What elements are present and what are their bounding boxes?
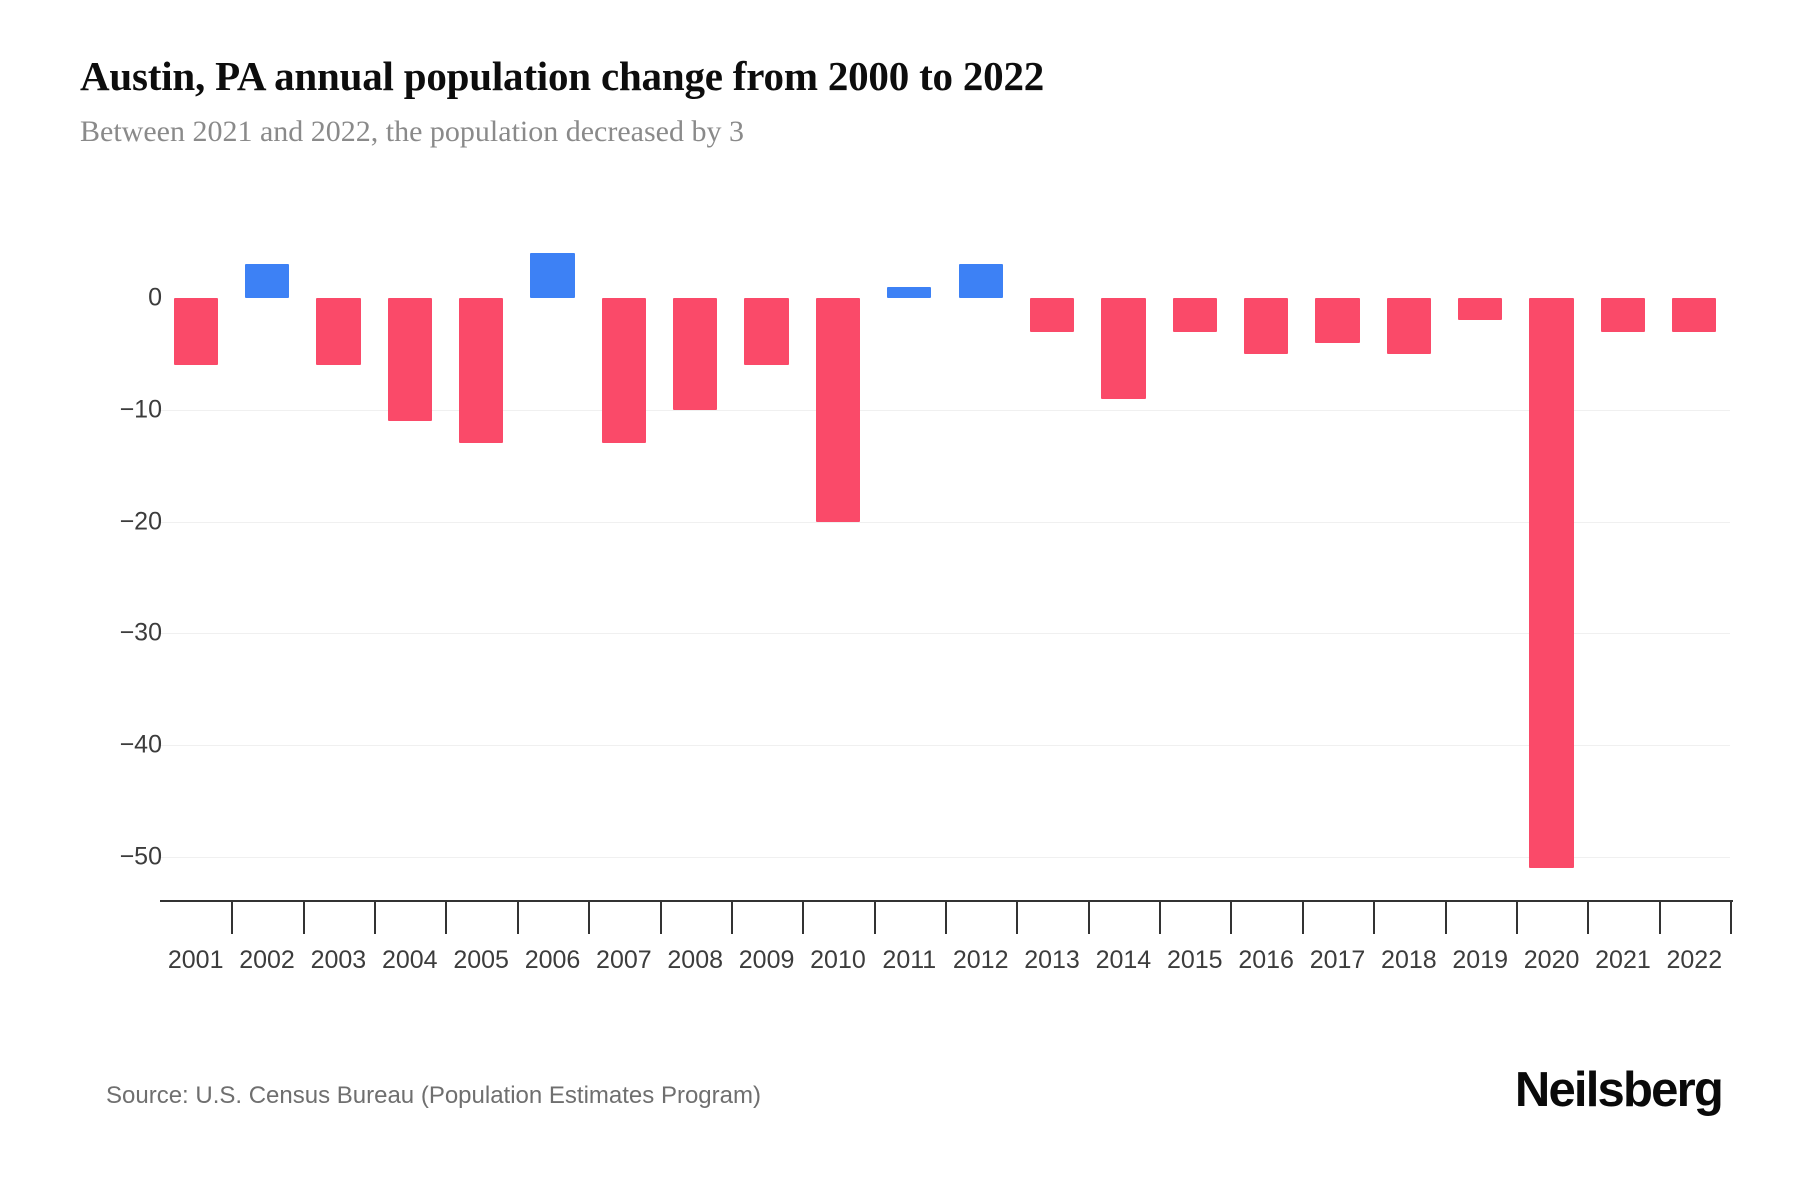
- bar-2015[interactable]: [1172, 298, 1217, 332]
- x-axis-tick-label-2003: 2003: [310, 946, 367, 974]
- x-axis-tick: [659, 900, 662, 934]
- source-note: Source: U.S. Census Bureau (Population E…: [106, 1082, 761, 1109]
- x-axis-tick-label-2009: 2009: [738, 946, 795, 974]
- x-axis-tick-label-2013: 2013: [1024, 946, 1080, 974]
- bar-2017[interactable]: [1315, 298, 1360, 343]
- x-axis-tick-label-2017: 2017: [1309, 946, 1366, 974]
- x-axis-tick: [516, 900, 519, 934]
- bar-2008[interactable]: [673, 298, 718, 410]
- y-axis-tick-label: −10: [119, 395, 162, 424]
- x-axis-tick-label-2019: 2019: [1452, 946, 1509, 974]
- x-axis-tick-label-2011: 2011: [882, 946, 937, 974]
- x-axis-tick: [730, 900, 733, 934]
- x-axis-tick: [1159, 900, 1162, 934]
- x-axis-tick-label-2001: 2001: [167, 946, 224, 974]
- bar-2005[interactable]: [459, 298, 504, 444]
- x-axis-tick-label-2002: 2002: [239, 946, 295, 974]
- bar-2010[interactable]: [815, 298, 861, 522]
- x-axis-tick: [802, 900, 805, 934]
- bar-2004[interactable]: [387, 298, 432, 421]
- y-axis-tick-label: −30: [119, 618, 162, 647]
- bar-2014[interactable]: [1101, 298, 1146, 399]
- page-title: Austin, PA annual population change from…: [80, 53, 1045, 99]
- grid-line: [160, 857, 1730, 858]
- x-axis-tick-label-2020: 2020: [1523, 946, 1580, 974]
- x-axis-tick-label-2004: 2004: [381, 946, 438, 974]
- chart-subtitle: Between 2021 and 2022, the population de…: [80, 115, 744, 148]
- x-axis-tick: [1515, 900, 1518, 934]
- x-axis-tick-label-2006: 2006: [524, 946, 581, 974]
- x-axis-tick-label-2018: 2018: [1381, 946, 1437, 974]
- x-axis-tick: [1230, 900, 1233, 934]
- y-axis-tick-label: −50: [119, 842, 162, 871]
- bar-2007[interactable]: [601, 298, 646, 444]
- bar-2001[interactable]: [173, 298, 218, 366]
- bar-2020[interactable]: [1529, 298, 1574, 869]
- bar-2003[interactable]: [316, 298, 361, 366]
- x-axis-tick-label-2008: 2008: [667, 946, 724, 974]
- x-axis-tick-label-2014: 2014: [1095, 946, 1152, 974]
- x-axis-tick-label-2016: 2016: [1238, 946, 1294, 974]
- x-axis-tick: [945, 900, 947, 934]
- grid-line: [160, 745, 1730, 747]
- bar-2021[interactable]: [1600, 298, 1646, 332]
- bar-2022[interactable]: [1672, 298, 1717, 332]
- y-axis-tick-label: −40: [119, 730, 162, 759]
- x-axis-tick-label-2005: 2005: [453, 946, 509, 974]
- x-axis-tick-label-2015: 2015: [1166, 946, 1223, 974]
- x-axis-tick: [445, 900, 448, 934]
- x-axis-tick: [873, 900, 876, 934]
- x-axis-tick-label-2007: 2007: [596, 946, 652, 974]
- bar-2009[interactable]: [744, 298, 789, 366]
- x-axis-tick-label-2021: 2021: [1595, 946, 1651, 974]
- bar-2016[interactable]: [1244, 298, 1289, 354]
- bar-2011[interactable]: [887, 286, 932, 298]
- y-axis-tick-label: 0: [148, 283, 162, 312]
- x-axis-tick: [588, 900, 591, 934]
- x-axis-tick-label-2022: 2022: [1666, 946, 1723, 974]
- x-axis-tick: [1087, 900, 1090, 934]
- grid-line: [160, 633, 1730, 635]
- bar-2013[interactable]: [1029, 298, 1075, 332]
- x-axis-tick-label-2012: 2012: [952, 946, 1009, 974]
- bar-series: [160, 0, 1730, 1200]
- bar-2018[interactable]: [1386, 298, 1431, 354]
- bar-2002[interactable]: [244, 264, 290, 298]
- bar-2006[interactable]: [530, 253, 575, 298]
- x-axis-tick: [1658, 900, 1661, 934]
- bar-2012[interactable]: [958, 264, 1003, 298]
- grid-line: [160, 409, 1730, 411]
- x-axis-tick: [1587, 900, 1590, 934]
- x-axis-tick: [1373, 900, 1376, 934]
- x-axis-tick: [1016, 900, 1019, 934]
- x-axis-tick: [1730, 900, 1732, 934]
- x-axis-tick: [1444, 900, 1447, 934]
- x-axis-tick: [231, 900, 234, 934]
- bar-2019[interactable]: [1458, 298, 1503, 321]
- chart-header: Austin, PA annual population change from…: [80, 52, 1720, 150]
- x-axis-tick-label-2010: 2010: [810, 946, 866, 974]
- brand-logo: Neilsberg: [1514, 1063, 1724, 1117]
- grid-line: [160, 521, 1730, 523]
- x-axis-tick: [1301, 900, 1304, 934]
- x-axis-tick: [302, 900, 305, 934]
- x-axis-tick: [374, 900, 377, 934]
- y-axis-tick-label: −20: [119, 507, 162, 536]
